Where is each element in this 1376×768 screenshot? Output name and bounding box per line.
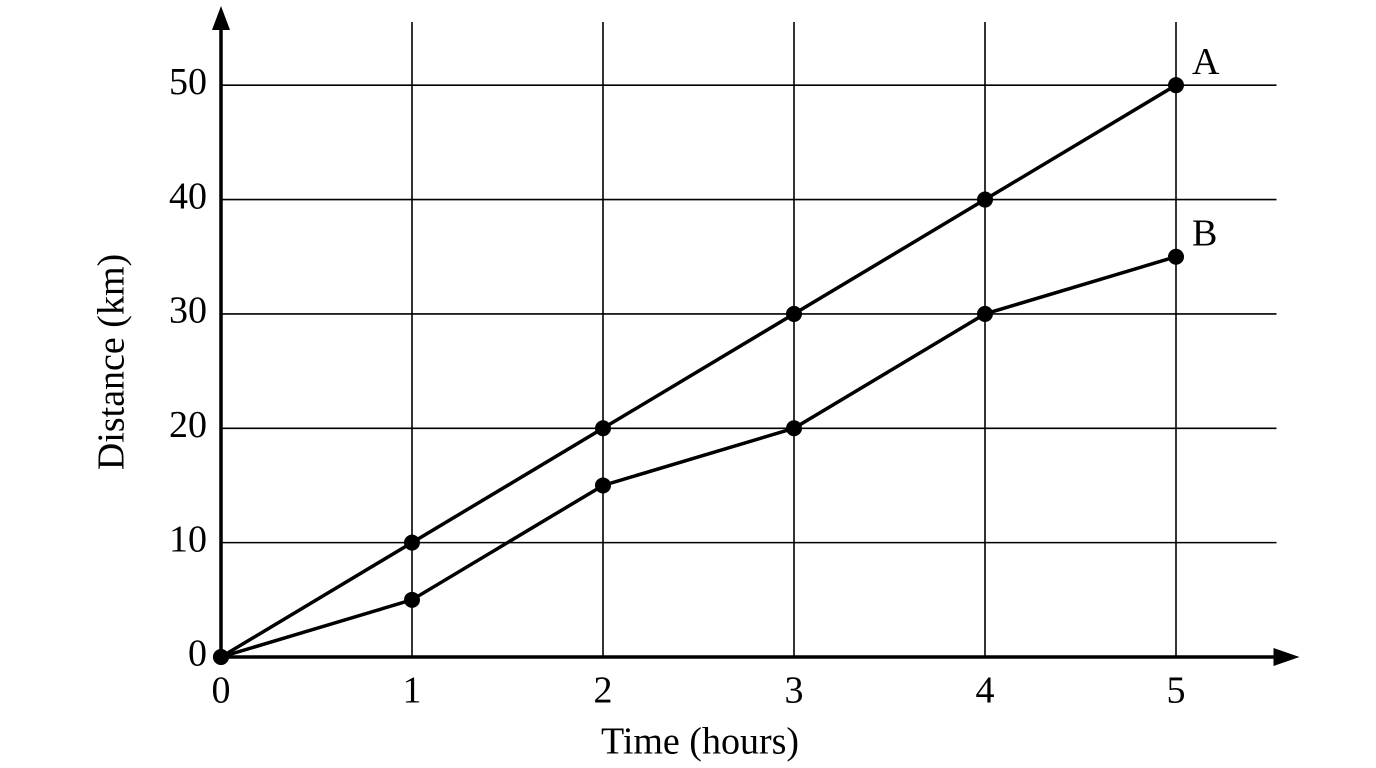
x-tick-label: 1 [403,670,422,712]
data-point [595,477,611,494]
data-point [595,420,611,437]
y-tick-label: 30 [169,290,207,332]
x-axis-title: Time (hours) [601,721,799,763]
x-tick-label: 2 [594,670,613,712]
y-tick-label: 20 [169,404,207,446]
data-point [977,191,993,208]
y-tick-label: 40 [169,175,207,217]
data-point [404,591,420,608]
x-axis-arrow [1273,648,1300,666]
series-line [220,255,1177,659]
y-axis-arrow [212,6,230,30]
data-point [1168,77,1184,94]
data-point [786,420,802,437]
y-tick-label: 50 [169,61,207,103]
data-point [213,649,229,665]
x-tick-label: 3 [785,670,804,712]
y-tick-label: 0 [188,633,207,675]
data-point [977,305,993,322]
series-label: A [1192,41,1220,83]
x-tick-label: 0 [212,670,231,712]
y-tick-label: 10 [169,518,207,560]
x-tick-label: 5 [1167,670,1186,712]
series-line [220,83,1177,659]
data-point [404,534,420,551]
data-point [1168,248,1184,265]
data-point [786,305,802,322]
x-tick-label: 4 [976,670,995,712]
series-label: B [1192,212,1217,254]
y-axis-title: Distance (km) [91,254,133,470]
